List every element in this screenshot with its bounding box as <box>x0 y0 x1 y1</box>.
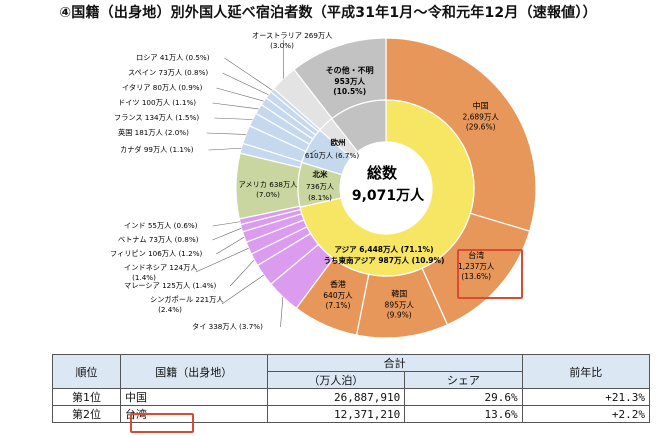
header-country: 国籍（出身地） <box>119 354 268 389</box>
label-text: ロシア 41万人 (0.5%) <box>136 53 210 62</box>
label-value: 895万人 <box>385 300 415 309</box>
yoy-cell: +2.2% <box>521 405 651 423</box>
label-pct: (7.0%) <box>256 190 280 199</box>
label-text: スペイン 73万人 (0.8%) <box>128 68 208 77</box>
label-text: フィリピン 106万人 (1.2%) <box>110 249 203 258</box>
taiwan-row-highlight <box>130 413 194 433</box>
label-pct: (9.9%) <box>387 310 412 319</box>
label-value: 640万人 <box>323 291 353 300</box>
ranking-table: 順位 国籍（出身地） 合計 前年比 （万人泊） シェア 第1位 中国 26,88… <box>52 354 651 423</box>
page-title: ④国籍（出身地）別外国人延べ宿泊者数（平成31年1月～令和元年12月（速報値）） <box>59 5 597 21</box>
label-pct: (29.6%) <box>466 123 496 132</box>
label-name-value: アメリカ 638万人 <box>239 180 298 189</box>
label-name: 香港 <box>330 279 346 289</box>
label-name: 台湾 <box>468 250 484 260</box>
label-text: 英国 181万人 (2.0%) <box>118 128 189 137</box>
slice-labels: 中国2,689万人(29.6%)台湾1,237万人(13.6%)韓国895万人(… <box>110 31 499 331</box>
leader-line <box>195 247 249 273</box>
leader-line <box>206 132 246 135</box>
count-cell: 26,887,910 <box>266 388 406 406</box>
label-pct: (2.4%) <box>158 305 182 314</box>
leader-line <box>216 87 264 102</box>
leader-line <box>208 147 242 151</box>
leader-line <box>212 102 259 110</box>
table-row: 第1位 中国 26,887,910 29.6% +21.3% <box>52 388 651 406</box>
leader-line <box>212 221 240 227</box>
taiwan-slice-highlight <box>457 249 523 299</box>
leader-line <box>280 296 284 328</box>
label-text: ベトナム 73万人 (0.8%) <box>118 235 199 244</box>
leader-line <box>222 72 269 96</box>
leader-line <box>212 227 242 241</box>
label-text: タイ 338万人 (3.7%) <box>192 322 263 331</box>
label-text: インド 55万人 (0.6%) <box>124 221 198 230</box>
country-cell: 中国 <box>119 388 268 406</box>
header-total: 合計 <box>266 354 523 372</box>
leader-line <box>216 236 245 255</box>
header-count: （万人泊） <box>266 371 406 389</box>
center-hole <box>340 142 432 234</box>
label-pct: (1.4%) <box>132 273 156 282</box>
inner-label-value: 610万人 (6.7%) <box>305 151 359 160</box>
label-pct: (7.1%) <box>325 301 350 310</box>
yoy-cell: +21.3% <box>521 388 651 406</box>
leader-line <box>309 149 317 155</box>
label-name-value: シンガポール 221万人 <box>150 295 224 304</box>
header-yoy: 前年比 <box>521 354 651 389</box>
inner-label-name: 北米 <box>313 169 328 179</box>
label-text: フランス 134万人 (1.5%) <box>114 113 199 122</box>
label-pct: (13.6%) <box>461 272 491 281</box>
donut-chart: 総数 9,071万人 中国 2,689万人(29.6%) 台湾 1,237万人(13.… <box>110 31 537 339</box>
rank-cell: 第1位 <box>52 388 121 406</box>
center-value: 9,071万人 <box>352 187 425 204</box>
inner-label-sea: うち東南アジア 987万人 (10.9%) <box>324 255 445 265</box>
share-cell: 13.6% <box>404 405 523 423</box>
count-cell: 12,371,210 <box>266 405 406 423</box>
label-value: 953万人 <box>334 77 365 86</box>
label-pct: (10.5%) <box>333 87 366 96</box>
inner-label-asia: アジア 6,448万人 (71.1%) <box>334 245 433 254</box>
label-name: その他・不明 <box>326 65 374 75</box>
header-share: シェア <box>404 371 523 389</box>
label-name: 韓国 <box>391 288 407 298</box>
leader-lines <box>195 40 317 328</box>
label-text: カナダ 99万人 (1.1%) <box>120 145 194 154</box>
share-cell: 29.6% <box>404 388 523 406</box>
inner-label-name: 欧州 <box>331 137 346 147</box>
rank-cell: 第2位 <box>52 405 121 423</box>
inner-label-pct: (8.1%) <box>308 193 332 202</box>
label-name-value: オーストラリア 269万人 <box>252 31 332 40</box>
leader-line <box>214 117 253 120</box>
leader-line <box>221 274 265 305</box>
leader-line <box>224 57 273 91</box>
label-text: マレーシア 125万人 (1.4%) <box>124 281 217 290</box>
label-text: ドイツ 100万人 (1.1%) <box>118 98 196 107</box>
label-value: 1,237万人 <box>458 262 495 271</box>
header-rank: 順位 <box>52 354 121 389</box>
label-name-value: インドネシア 124万人 <box>124 263 198 272</box>
label-pct: (3.0%) <box>270 41 294 50</box>
center-label: 総数 <box>367 164 398 182</box>
label-value: 2,689万人 <box>462 113 499 122</box>
label-name: 中国 <box>473 101 489 111</box>
inner-label-value: 736万人 <box>306 182 334 191</box>
label-text: イタリア 80万人 (0.9%) <box>122 83 203 92</box>
leader-line <box>229 259 255 287</box>
